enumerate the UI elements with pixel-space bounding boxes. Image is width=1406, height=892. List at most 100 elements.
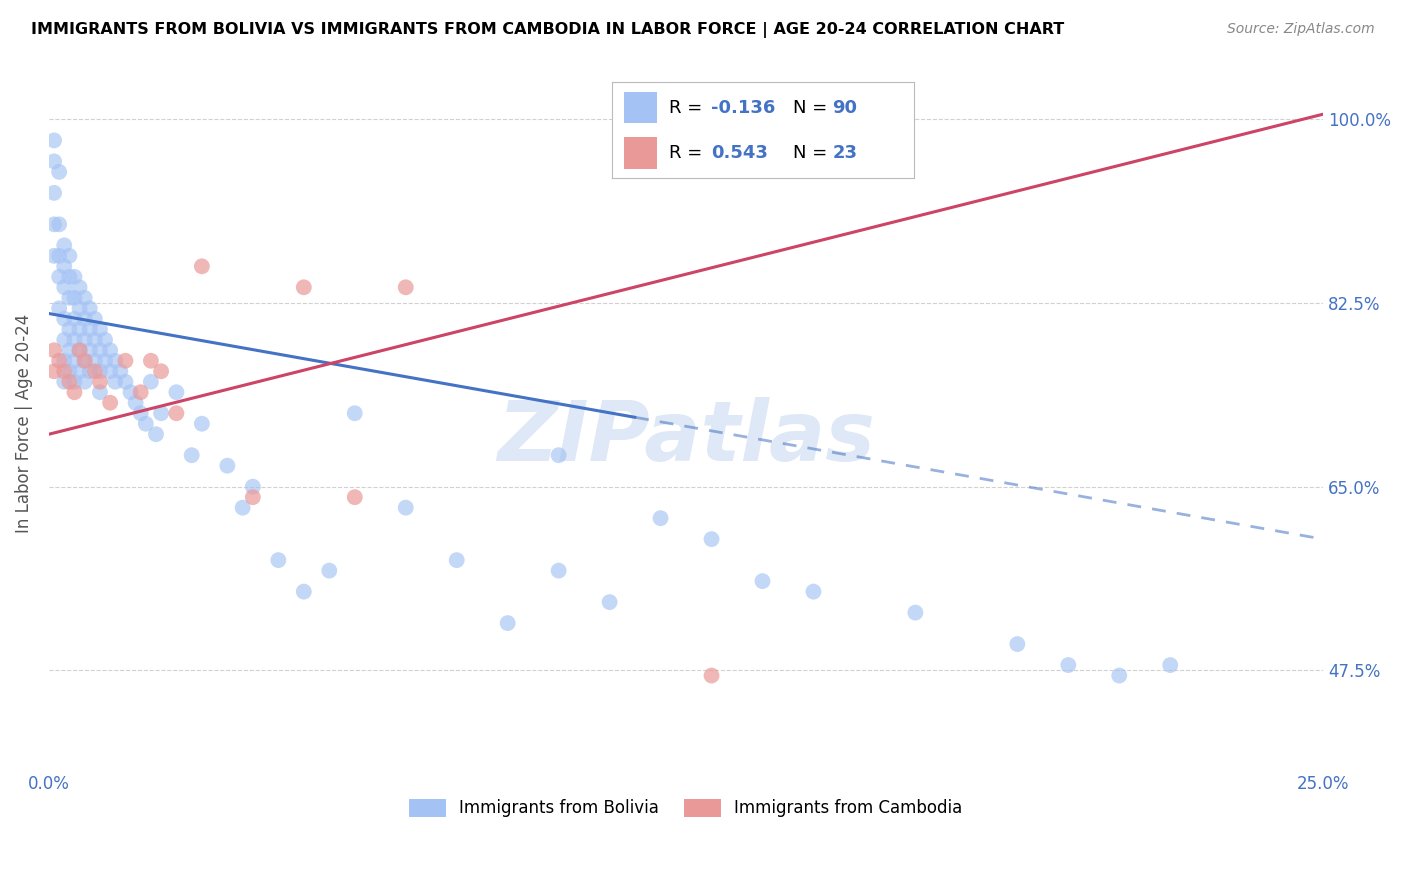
Point — [58, 343, 80, 358]
Point — [1007, 637, 1029, 651]
Point — [139, 375, 162, 389]
Point — [292, 584, 315, 599]
Point — [63, 333, 86, 347]
Point — [446, 553, 468, 567]
Point — [48, 269, 70, 284]
Point — [58, 364, 80, 378]
Point — [58, 291, 80, 305]
Point — [547, 564, 569, 578]
Point — [42, 364, 65, 378]
Point — [58, 249, 80, 263]
Point — [1108, 668, 1130, 682]
Point — [129, 406, 152, 420]
Point — [73, 375, 96, 389]
Point — [135, 417, 157, 431]
Point — [114, 375, 136, 389]
Point — [599, 595, 621, 609]
Point — [180, 448, 202, 462]
Point — [217, 458, 239, 473]
Text: Source: ZipAtlas.com: Source: ZipAtlas.com — [1227, 22, 1375, 37]
Point — [73, 333, 96, 347]
Point — [139, 353, 162, 368]
Point — [69, 364, 91, 378]
Point — [343, 490, 366, 504]
Point — [89, 375, 111, 389]
Point — [145, 427, 167, 442]
Point — [124, 395, 146, 409]
Point — [242, 490, 264, 504]
Point — [700, 532, 723, 546]
Point — [53, 353, 76, 368]
Point — [48, 218, 70, 232]
Point — [58, 375, 80, 389]
Point — [73, 353, 96, 368]
Point — [48, 165, 70, 179]
Point — [53, 238, 76, 252]
Point — [191, 260, 214, 274]
Point — [69, 343, 91, 358]
Point — [94, 333, 117, 347]
Point — [98, 364, 121, 378]
Point — [129, 385, 152, 400]
Text: 23: 23 — [832, 144, 858, 161]
Point — [63, 375, 86, 389]
Point — [42, 133, 65, 147]
Point — [318, 564, 340, 578]
Point — [267, 553, 290, 567]
Point — [73, 291, 96, 305]
Point — [42, 218, 65, 232]
Text: 90: 90 — [832, 99, 858, 117]
Point — [803, 584, 825, 599]
Point — [53, 364, 76, 378]
Point — [89, 343, 111, 358]
Point — [48, 249, 70, 263]
Point — [53, 375, 76, 389]
Point — [1057, 658, 1080, 673]
Point — [83, 311, 105, 326]
Point — [69, 343, 91, 358]
Point — [53, 260, 76, 274]
Point — [114, 353, 136, 368]
FancyBboxPatch shape — [624, 92, 657, 123]
Point — [63, 269, 86, 284]
Point — [53, 333, 76, 347]
Point — [1159, 658, 1181, 673]
Point — [98, 395, 121, 409]
Point — [120, 385, 142, 400]
Point — [83, 353, 105, 368]
Point — [242, 480, 264, 494]
Point — [42, 343, 65, 358]
Text: ZIPatlas: ZIPatlas — [498, 397, 875, 478]
Point — [69, 301, 91, 316]
Point — [803, 112, 825, 127]
Legend: Immigrants from Bolivia, Immigrants from Cambodia: Immigrants from Bolivia, Immigrants from… — [404, 792, 969, 824]
Text: -0.136: -0.136 — [711, 99, 776, 117]
Text: 0.543: 0.543 — [711, 144, 768, 161]
Point — [94, 353, 117, 368]
Point — [89, 385, 111, 400]
Point — [104, 353, 127, 368]
Point — [63, 385, 86, 400]
Text: IMMIGRANTS FROM BOLIVIA VS IMMIGRANTS FROM CAMBODIA IN LABOR FORCE | AGE 20-24 C: IMMIGRANTS FROM BOLIVIA VS IMMIGRANTS FR… — [31, 22, 1064, 38]
Point — [89, 364, 111, 378]
Point — [83, 364, 105, 378]
Point — [165, 385, 187, 400]
Text: N =: N = — [793, 144, 832, 161]
Point — [79, 301, 101, 316]
FancyBboxPatch shape — [624, 137, 657, 169]
Point — [104, 375, 127, 389]
Point — [343, 406, 366, 420]
Point — [63, 353, 86, 368]
Point — [63, 311, 86, 326]
Point — [700, 668, 723, 682]
Point — [69, 280, 91, 294]
Point — [547, 448, 569, 462]
Point — [58, 322, 80, 336]
Point — [63, 291, 86, 305]
Point — [48, 353, 70, 368]
Point — [69, 322, 91, 336]
Point — [83, 333, 105, 347]
Point — [89, 322, 111, 336]
Point — [751, 574, 773, 588]
Point — [79, 322, 101, 336]
